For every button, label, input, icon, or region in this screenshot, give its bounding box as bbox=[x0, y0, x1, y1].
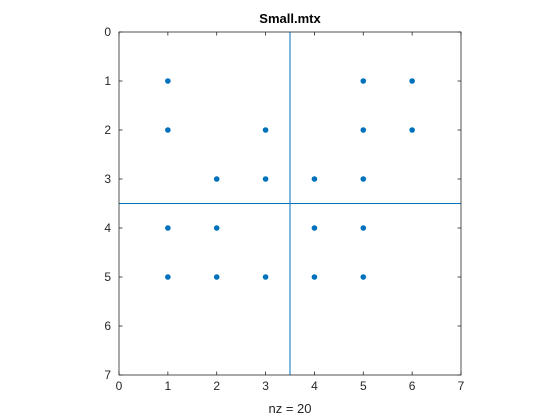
nonzero-point bbox=[311, 274, 318, 280]
nonzero-point bbox=[360, 127, 367, 133]
x-tick-label: 3 bbox=[262, 379, 269, 393]
x-axis-label: nz = 20 bbox=[268, 401, 311, 416]
y-tick-label: 0 bbox=[104, 25, 111, 39]
nonzero-point bbox=[360, 176, 367, 182]
nonzero-point bbox=[311, 176, 318, 182]
nonzero-point bbox=[360, 274, 367, 280]
y-tick-label: 3 bbox=[104, 172, 111, 186]
nonzero-point bbox=[165, 225, 171, 231]
x-tick-label: 6 bbox=[409, 379, 416, 393]
x-tick-label: 4 bbox=[311, 379, 318, 393]
nonzero-point bbox=[409, 127, 415, 133]
y-tick-label: 1 bbox=[104, 74, 111, 88]
nonzero-point bbox=[165, 78, 171, 84]
nonzero-point bbox=[262, 274, 269, 280]
y-tick-label: 4 bbox=[104, 221, 111, 235]
y-tick-label: 2 bbox=[104, 123, 111, 137]
x-tick-label: 0 bbox=[116, 379, 123, 393]
x-tick-label: 5 bbox=[360, 379, 367, 393]
x-tick-label: 1 bbox=[165, 379, 172, 393]
x-tick-label: 2 bbox=[213, 379, 220, 393]
nonzero-point bbox=[213, 225, 220, 231]
nonzero-point bbox=[262, 176, 269, 182]
plot-frame bbox=[118, 31, 462, 376]
nonzero-point bbox=[213, 274, 220, 280]
nonzero-point bbox=[360, 78, 367, 84]
nonzero-point bbox=[165, 274, 171, 280]
nonzero-point bbox=[262, 127, 269, 133]
chart-title: Small.mtx bbox=[259, 11, 321, 26]
x-tick-label: 7 bbox=[458, 379, 465, 393]
nonzero-point bbox=[165, 127, 171, 133]
nonzero-point bbox=[409, 78, 415, 84]
nonzero-point bbox=[360, 225, 367, 231]
nonzero-point bbox=[213, 176, 220, 182]
y-tick-label: 5 bbox=[104, 270, 111, 284]
y-tick-label: 7 bbox=[104, 368, 111, 382]
nonzero-point bbox=[311, 225, 318, 231]
y-tick-label: 6 bbox=[104, 319, 111, 333]
